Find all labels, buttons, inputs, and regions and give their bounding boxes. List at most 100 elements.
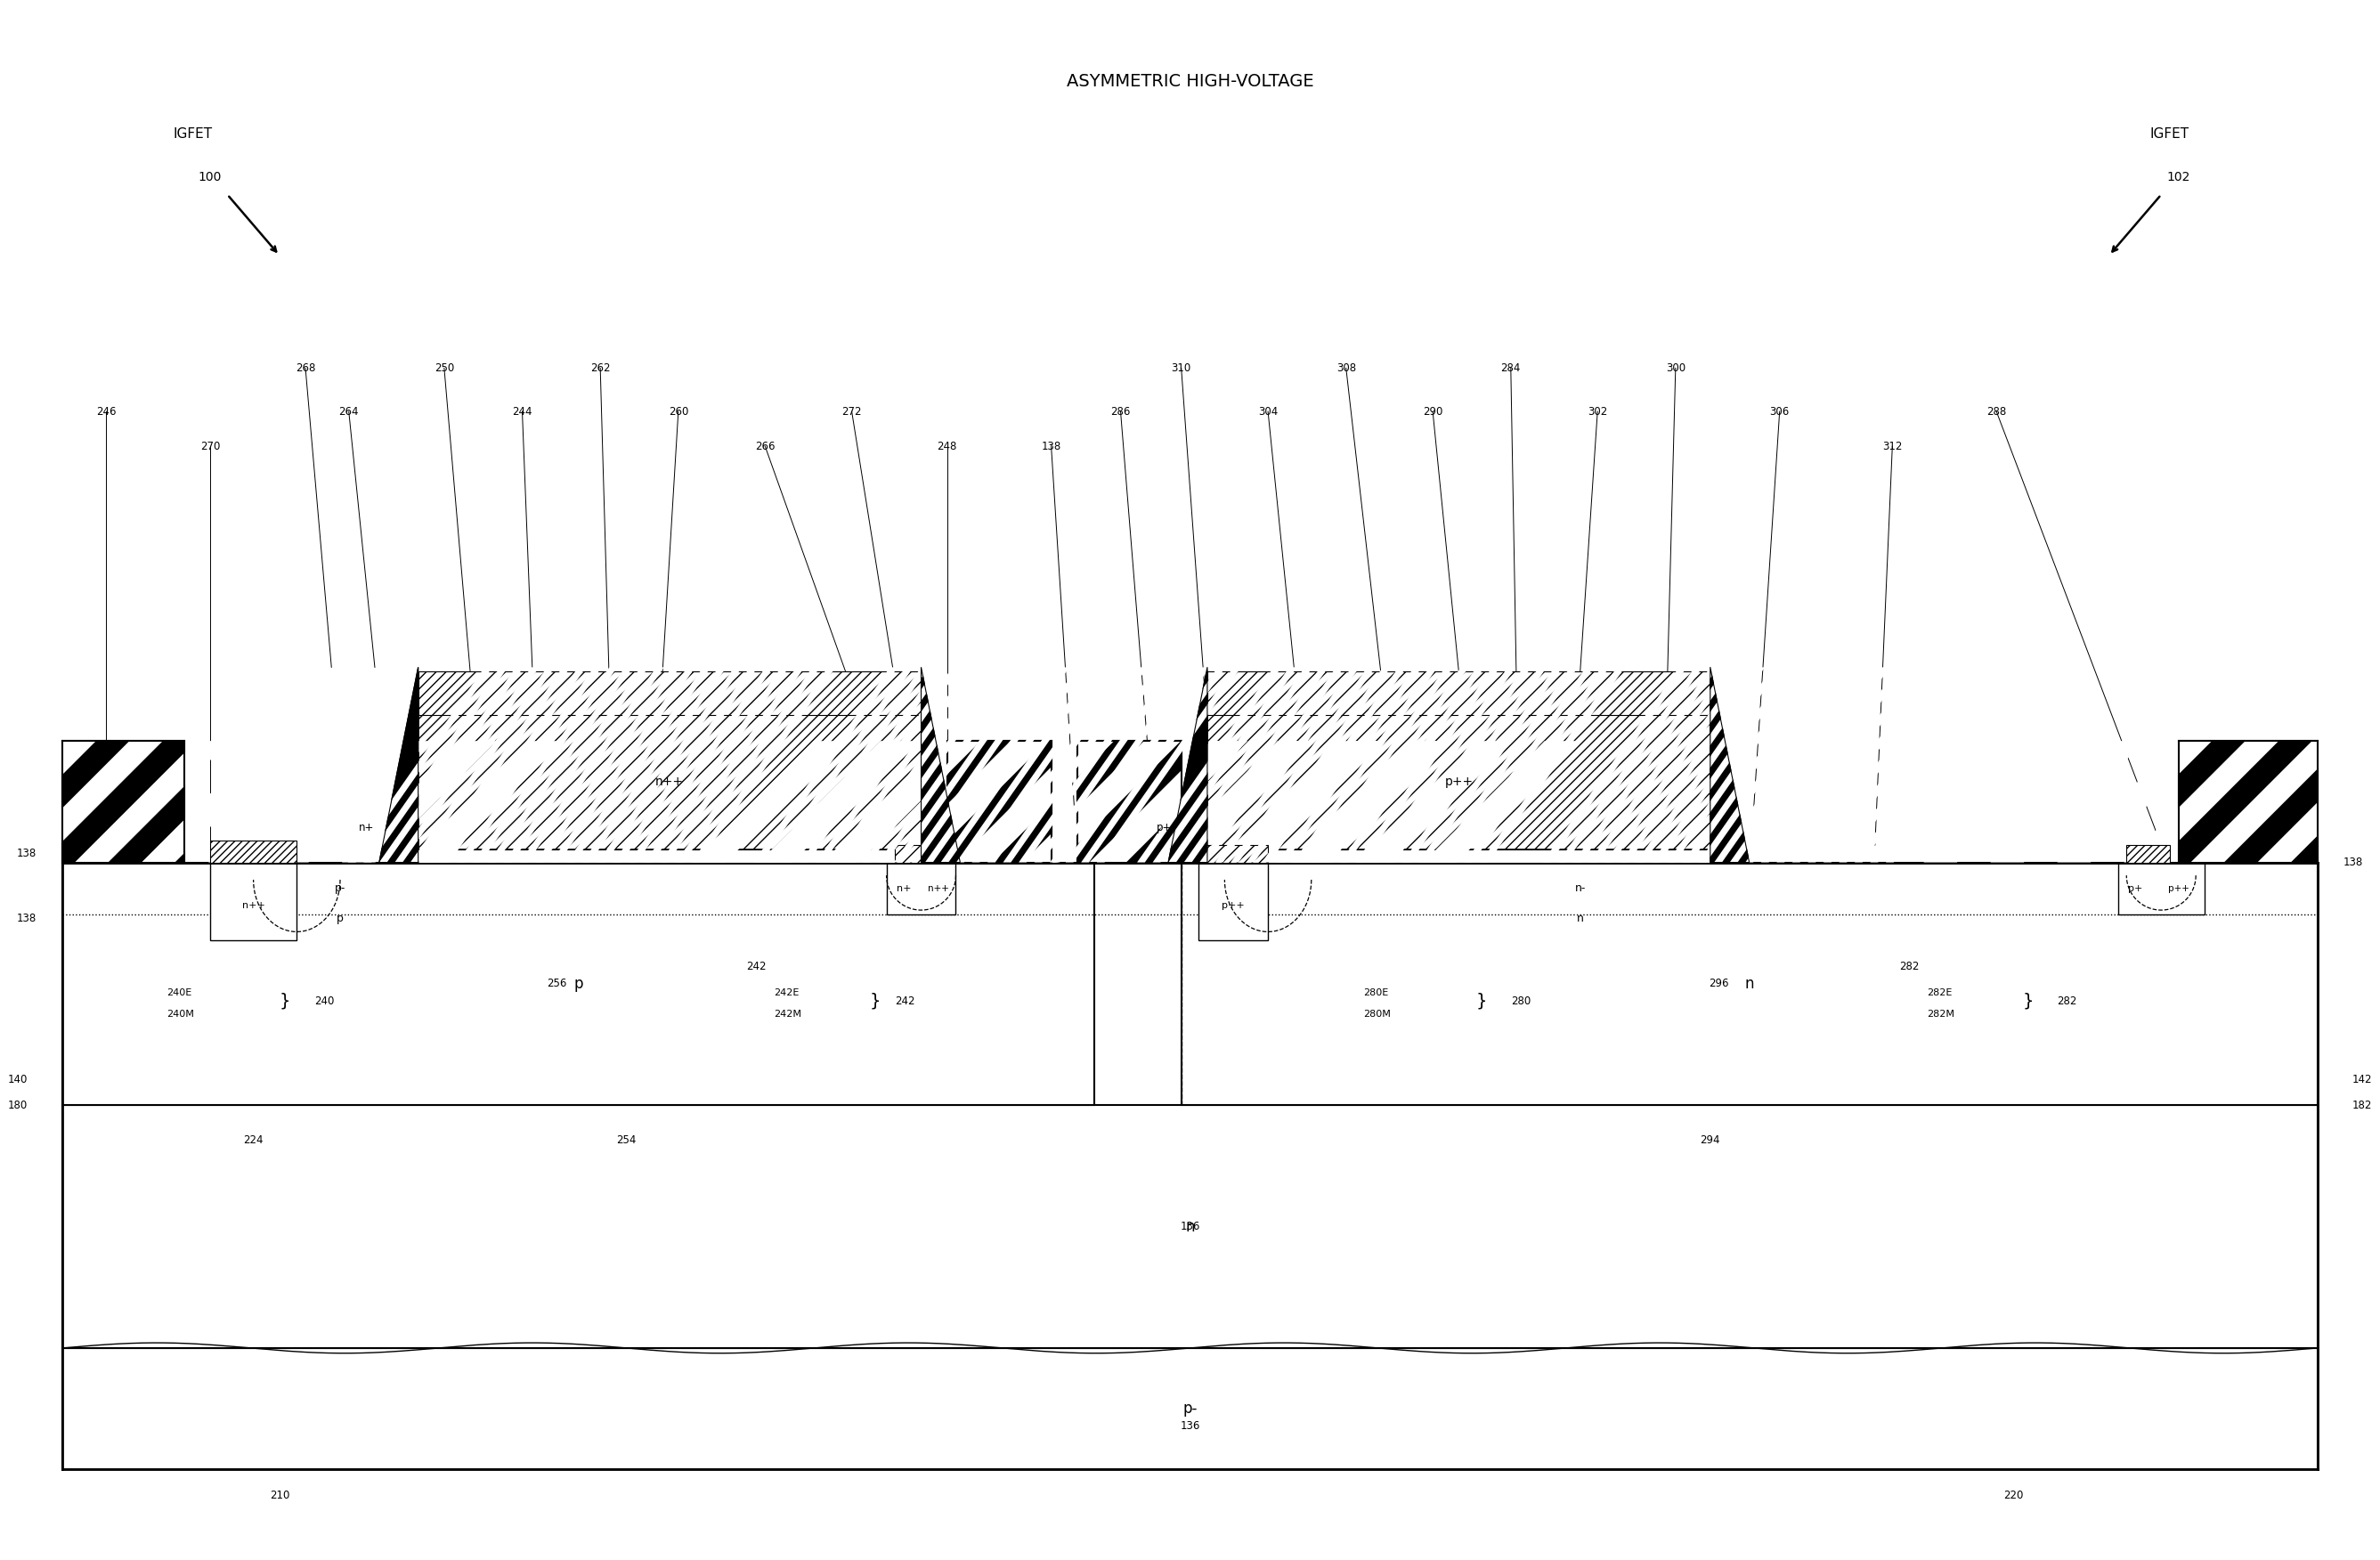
Polygon shape (1278, 668, 1421, 863)
Bar (1207, 849, 1711, 863)
Polygon shape (1730, 668, 1873, 863)
Text: 136: 136 (1180, 1221, 1200, 1232)
Text: 262: 262 (590, 362, 609, 374)
Text: 260: 260 (669, 406, 688, 417)
Polygon shape (1418, 668, 1561, 863)
Bar (62, 741, 183, 863)
Polygon shape (1247, 668, 1390, 863)
Polygon shape (74, 741, 228, 863)
Text: 240: 240 (314, 995, 333, 1006)
Polygon shape (1169, 668, 1314, 863)
Polygon shape (1871, 668, 2013, 863)
Text: n: n (1745, 975, 1754, 992)
Polygon shape (1226, 741, 1380, 863)
Polygon shape (614, 668, 757, 863)
Polygon shape (2325, 741, 2380, 863)
Polygon shape (926, 668, 1069, 863)
Bar (62, 741, 183, 863)
Polygon shape (862, 668, 1007, 863)
Bar (2118, 863, 2204, 914)
Polygon shape (988, 668, 1133, 863)
Polygon shape (816, 668, 959, 863)
Text: 300: 300 (1666, 362, 1685, 374)
Polygon shape (826, 741, 981, 863)
Bar (1180, 863, 2318, 1104)
Polygon shape (1809, 668, 1952, 863)
Polygon shape (1002, 668, 1147, 863)
Text: ASYMMETRIC HIGH-VOLTAGE: ASYMMETRIC HIGH-VOLTAGE (1066, 73, 1314, 90)
Polygon shape (1604, 668, 1749, 863)
Polygon shape (1402, 668, 1547, 863)
Polygon shape (909, 668, 1054, 863)
Polygon shape (971, 668, 1116, 863)
Text: 138: 138 (17, 849, 36, 860)
Polygon shape (0, 741, 95, 863)
Text: p++: p++ (1221, 902, 1245, 909)
Polygon shape (1035, 668, 1178, 863)
Polygon shape (1157, 741, 1311, 863)
Text: }: } (869, 992, 881, 1009)
Polygon shape (457, 668, 602, 863)
Text: 304: 304 (1259, 406, 1278, 417)
Bar (1207, 714, 1711, 849)
Polygon shape (1097, 668, 1240, 863)
Polygon shape (1699, 668, 1842, 863)
Text: 256: 256 (547, 978, 566, 989)
Text: 284: 284 (1502, 362, 1521, 374)
Polygon shape (769, 668, 914, 863)
Text: IGFET: IGFET (2149, 128, 2190, 140)
Text: 242: 242 (747, 961, 766, 972)
Polygon shape (1714, 668, 1859, 863)
Polygon shape (1357, 668, 1499, 863)
Text: 290: 290 (1423, 406, 1442, 417)
Polygon shape (209, 741, 364, 863)
Text: n: n (1576, 913, 1583, 925)
Polygon shape (759, 741, 914, 863)
Text: 240E: 240E (167, 987, 193, 997)
Polygon shape (536, 668, 681, 863)
Polygon shape (1081, 668, 1226, 863)
Text: 268: 268 (295, 362, 317, 374)
Polygon shape (1635, 668, 1780, 863)
Text: 266: 266 (754, 440, 776, 452)
Text: 246: 246 (95, 406, 117, 417)
Polygon shape (505, 668, 647, 863)
Bar (209, 863, 298, 941)
Polygon shape (821, 741, 978, 863)
Polygon shape (645, 668, 788, 863)
Polygon shape (921, 668, 959, 863)
Text: 100: 100 (198, 172, 221, 184)
Text: 282E: 282E (1928, 987, 1952, 997)
Text: 286: 286 (1111, 406, 1130, 417)
Bar (1078, 741, 1180, 863)
Polygon shape (0, 741, 29, 863)
Text: 138: 138 (17, 913, 36, 925)
Text: n++: n++ (928, 885, 950, 892)
Text: 240M: 240M (167, 1009, 195, 1019)
Text: 182: 182 (2351, 1100, 2373, 1111)
Polygon shape (409, 741, 564, 863)
Polygon shape (957, 668, 1100, 863)
Polygon shape (597, 668, 743, 863)
Polygon shape (940, 668, 1085, 863)
Polygon shape (754, 668, 897, 863)
Polygon shape (959, 741, 1114, 863)
Text: 312: 312 (1883, 440, 1902, 452)
Polygon shape (1223, 741, 1378, 863)
Polygon shape (583, 668, 726, 863)
Bar (62, 1104, 2318, 1348)
Polygon shape (693, 741, 847, 863)
Text: 282: 282 (1899, 961, 1921, 972)
Polygon shape (566, 668, 712, 863)
Text: 306: 306 (1771, 406, 1790, 417)
Polygon shape (1292, 668, 1438, 863)
Text: n: n (1185, 1218, 1195, 1234)
Bar (1078, 741, 1180, 863)
Text: 244: 244 (512, 406, 533, 417)
Polygon shape (1019, 668, 1164, 863)
Polygon shape (2256, 741, 2380, 863)
Text: 220: 220 (2004, 1490, 2023, 1501)
Polygon shape (1480, 668, 1626, 863)
Polygon shape (676, 668, 821, 863)
Text: 248: 248 (938, 440, 957, 452)
